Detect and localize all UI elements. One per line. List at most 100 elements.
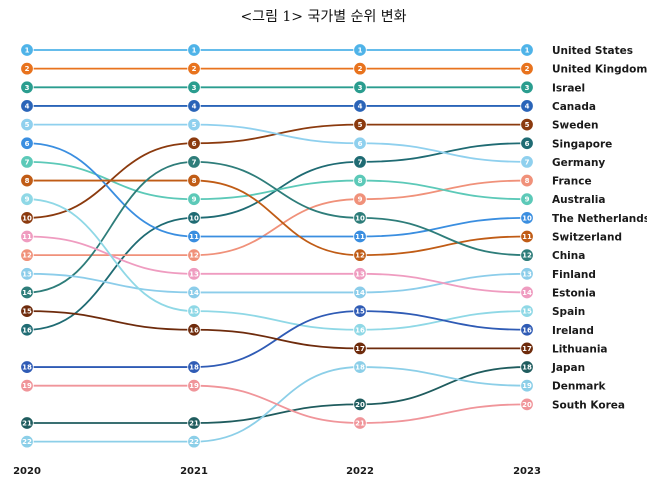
rank-point-south-korea-2023 (520, 397, 534, 412)
x-tick-label: 2022 (346, 466, 374, 477)
rank-point-china-2023 (520, 248, 534, 262)
country-label-united-states: United States (552, 45, 633, 57)
rank-point-switzerland-2021 (187, 173, 201, 188)
country-label-lithuania: Lithuania (552, 343, 608, 355)
rank-point-lithuania-2021 (187, 323, 201, 337)
rank-point-japan-2022 (353, 397, 367, 412)
rank-label: 1 (25, 47, 30, 55)
rank-label: 4 (192, 102, 197, 110)
rank-point-germany-2020 (20, 117, 34, 132)
rank-point-japan-2023 (520, 360, 534, 374)
rank-label: 10 (355, 214, 365, 222)
rank-point-finland-2023 (520, 267, 534, 281)
rank-point-lithuania-2023 (520, 341, 534, 356)
country-label-singapore: Singapore (552, 138, 612, 150)
rank-point-israel-2023 (520, 80, 534, 95)
country-label-switzerland: Switzerland (552, 232, 622, 244)
rank-point-denmark-2021 (187, 434, 201, 449)
rank-label: 13 (22, 270, 32, 278)
rank-label: 7 (525, 158, 530, 166)
series-line-spain (26, 198, 528, 331)
rank-label: 8 (525, 177, 530, 185)
rank-label: 8 (358, 177, 363, 185)
rank-point-france-2023 (520, 173, 534, 188)
rank-point-denmark-2023 (520, 379, 534, 393)
rank-label: 15 (522, 308, 532, 316)
rank-label: 8 (25, 177, 30, 185)
rank-label: 4 (358, 102, 363, 110)
country-label-japan: Japan (551, 362, 585, 374)
rank-point-sweden-2021 (187, 136, 201, 150)
rank-label: 9 (358, 196, 363, 204)
rank-point-singapore-2021 (187, 211, 201, 225)
rank-label: 22 (22, 438, 32, 446)
chart-title: <그림 1> 국가별 순위 변화 (240, 9, 407, 25)
rank-point-ireland-2021 (187, 360, 201, 374)
rank-label: 1 (192, 47, 197, 55)
rank-point-singapore-2022 (353, 155, 367, 169)
rank-point-the-netherlands-2023 (520, 211, 534, 225)
rank-point-ireland-2023 (520, 323, 534, 337)
rank-point-switzerland-2020 (20, 173, 34, 188)
rank-point-germany-2023 (520, 155, 534, 169)
rank-label: 9 (25, 196, 30, 204)
rank-point-sweden-2023 (520, 117, 534, 132)
rank-label: 3 (192, 84, 197, 92)
rank-point-germany-2021 (187, 117, 201, 132)
rank-point-israel-2020 (20, 80, 34, 95)
series-line-germany (27, 123, 528, 163)
rank-label: 18 (22, 364, 32, 372)
rank-label: 15 (22, 308, 32, 316)
rank-point-united-kingdom-2020 (20, 61, 34, 76)
rank-point-spain-2020 (20, 192, 34, 206)
rank-label: 3 (358, 84, 363, 92)
rank-label: 11 (189, 233, 199, 241)
series-line-switzerland (27, 179, 528, 257)
country-label-france: France (552, 176, 592, 188)
rank-label: 20 (355, 401, 365, 409)
country-label-sweden: Sweden (552, 120, 599, 132)
rank-point-finland-2021 (187, 285, 201, 300)
country-label-the-netherlands: The Netherlands (552, 213, 647, 225)
rank-label: 6 (525, 140, 530, 148)
rank-label: 20 (522, 401, 532, 409)
rank-point-finland-2020 (20, 267, 34, 281)
rank-point-united-states-2020 (20, 43, 34, 57)
rank-point-australia-2023 (520, 192, 534, 206)
rank-label: 6 (192, 140, 197, 148)
rank-label: 19 (189, 382, 199, 390)
rank-label: 11 (22, 233, 32, 241)
rank-label: 4 (525, 102, 530, 110)
rank-point-united-kingdom-2021 (187, 61, 201, 76)
rank-point-china-2020 (20, 285, 34, 300)
series-line-estonia (26, 235, 528, 294)
rank-point-france-2020 (20, 248, 34, 262)
country-label-china: China (552, 250, 585, 262)
rank-point-japan-2020 (20, 416, 34, 430)
rank-label: 9 (525, 196, 530, 204)
series-line-lithuania (26, 310, 527, 350)
series-line-sweden (26, 123, 527, 219)
rank-point-france-2021 (187, 248, 201, 262)
rank-label: 2 (358, 65, 363, 73)
rank-label: 12 (22, 252, 32, 260)
rank-label: 13 (355, 270, 365, 278)
rank-label: 8 (192, 177, 197, 185)
rank-point-china-2022 (353, 211, 367, 225)
rank-point-france-2022 (353, 192, 367, 206)
rank-point-singapore-2023 (520, 136, 534, 150)
rank-point-united-states-2023 (520, 43, 534, 57)
country-label-estonia: Estonia (552, 287, 596, 299)
rank-point-ireland-2020 (20, 360, 34, 374)
series-line-japan (27, 366, 528, 424)
x-tick-label: 2020 (13, 466, 41, 477)
country-label-spain: Spain (552, 306, 585, 318)
rank-point-canada-2022 (353, 99, 367, 113)
rank-label: 15 (355, 308, 365, 316)
country-label-israel: Israel (552, 82, 585, 94)
rank-point-switzerland-2022 (353, 248, 367, 262)
rank-point-south-korea-2022 (353, 416, 367, 430)
rank-label: 7 (25, 158, 30, 166)
rank-point-united-kingdom-2023 (520, 61, 534, 76)
